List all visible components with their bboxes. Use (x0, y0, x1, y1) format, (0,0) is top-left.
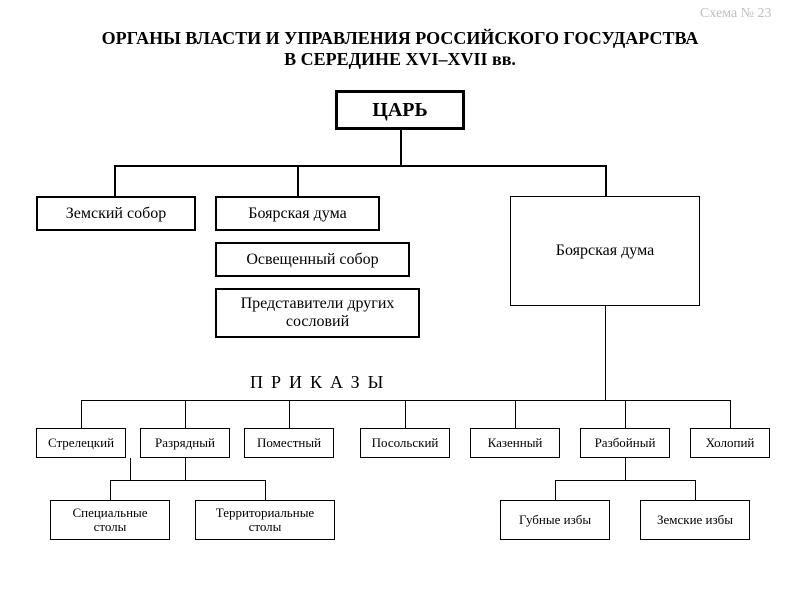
connector-line (555, 480, 556, 500)
node-spec_stoly: Специальные столы (50, 500, 170, 540)
org-chart: { "background_color": "#ffffff", "line_c… (0, 0, 800, 600)
connector-line (555, 480, 695, 481)
connector-line (515, 400, 516, 428)
connector-line (185, 400, 186, 428)
node-zem_izby: Земские избы (640, 500, 750, 540)
section-label-prikazy: ПРИКАЗЫ (250, 372, 391, 393)
connector-line (130, 458, 131, 480)
connector-line (625, 458, 626, 480)
connector-line (297, 165, 299, 196)
connector-line (625, 400, 626, 428)
connector-line (185, 458, 186, 480)
node-gub_izby: Губные избы (500, 500, 610, 540)
connector-line (695, 480, 696, 500)
connector-line (605, 165, 607, 196)
connector-line (81, 400, 82, 428)
connector-line (730, 400, 731, 428)
scheme-number: Схема № 23 (700, 6, 772, 22)
connector-line (289, 400, 290, 428)
title-line-1: ОРГАНЫ ВЛАСТИ И УПРАВЛЕНИЯ РОССИЙСКОГО Г… (102, 28, 699, 48)
connector-line (114, 165, 116, 196)
node-p_holop: Холопий (690, 428, 770, 458)
connector-line (110, 480, 111, 500)
title-line-2: В СЕРЕДИНЕ XVI–XVII вв. (284, 49, 516, 69)
node-boy_duma_a: Боярская дума (215, 196, 380, 231)
connector-line (400, 130, 402, 165)
node-p_kazen: Казенный (470, 428, 560, 458)
node-p_razboy: Разбойный (580, 428, 670, 458)
node-osv_sobor: Освещенный собор (215, 242, 410, 277)
node-tsar: ЦАРЬ (335, 90, 465, 130)
connector-line (110, 480, 265, 481)
node-p_posol: Посольский (360, 428, 450, 458)
node-zemsky: Земский собор (36, 196, 196, 231)
connector-line (405, 400, 406, 428)
node-terr_stoly: Территориальные столы (195, 500, 335, 540)
connector-line (265, 480, 266, 500)
node-p_razr: Разрядный (140, 428, 230, 458)
node-predstav: Представители других сословий (215, 288, 420, 338)
node-boy_duma_b: Боярская дума (510, 196, 700, 306)
connector-line (114, 165, 605, 167)
node-p_pomest: Поместный (244, 428, 334, 458)
node-p_strel: Стрелецкий (36, 428, 126, 458)
connector-line (605, 306, 606, 400)
chart-title: ОРГАНЫ ВЛАСТИ И УПРАВЛЕНИЯ РОССИЙСКОГО Г… (0, 28, 800, 70)
